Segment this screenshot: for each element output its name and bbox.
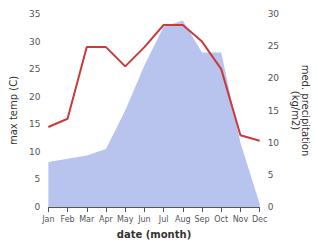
svg-text:Mar: Mar <box>79 215 95 224</box>
svg-text:Feb: Feb <box>60 215 74 224</box>
svg-text:15: 15 <box>29 119 40 129</box>
svg-text:15: 15 <box>268 106 279 116</box>
svg-text:35: 35 <box>29 9 40 19</box>
svg-text:(kg/m2): (kg/m2) <box>290 91 301 131</box>
svg-text:10: 10 <box>268 138 280 148</box>
svg-text:5: 5 <box>35 174 41 184</box>
svg-text:5: 5 <box>268 170 274 180</box>
svg-text:10: 10 <box>29 147 41 157</box>
svg-text:30: 30 <box>268 9 280 19</box>
svg-text:date (month): date (month) <box>117 229 191 240</box>
svg-text:0: 0 <box>268 202 274 212</box>
svg-text:Jan: Jan <box>41 215 54 224</box>
svg-text:Dec: Dec <box>252 215 267 224</box>
svg-text:20: 20 <box>29 92 41 102</box>
svg-text:Sep: Sep <box>194 215 209 224</box>
svg-text:Oct: Oct <box>214 215 228 224</box>
svg-text:25: 25 <box>268 41 279 51</box>
svg-text:max temp (C): max temp (C) <box>8 76 19 145</box>
svg-text:Apr: Apr <box>99 215 114 224</box>
svg-text:20: 20 <box>268 73 280 83</box>
svg-text:Jun: Jun <box>137 215 151 224</box>
svg-text:Nov: Nov <box>233 215 249 224</box>
svg-text:30: 30 <box>29 37 41 47</box>
svg-text:med. precipitation: med. precipitation <box>299 64 311 157</box>
svg-text:0: 0 <box>35 202 41 212</box>
svg-text:25: 25 <box>29 64 40 74</box>
svg-text:Aug: Aug <box>175 215 191 224</box>
svg-text:Jul: Jul <box>158 215 169 224</box>
svg-text:May: May <box>117 215 134 224</box>
